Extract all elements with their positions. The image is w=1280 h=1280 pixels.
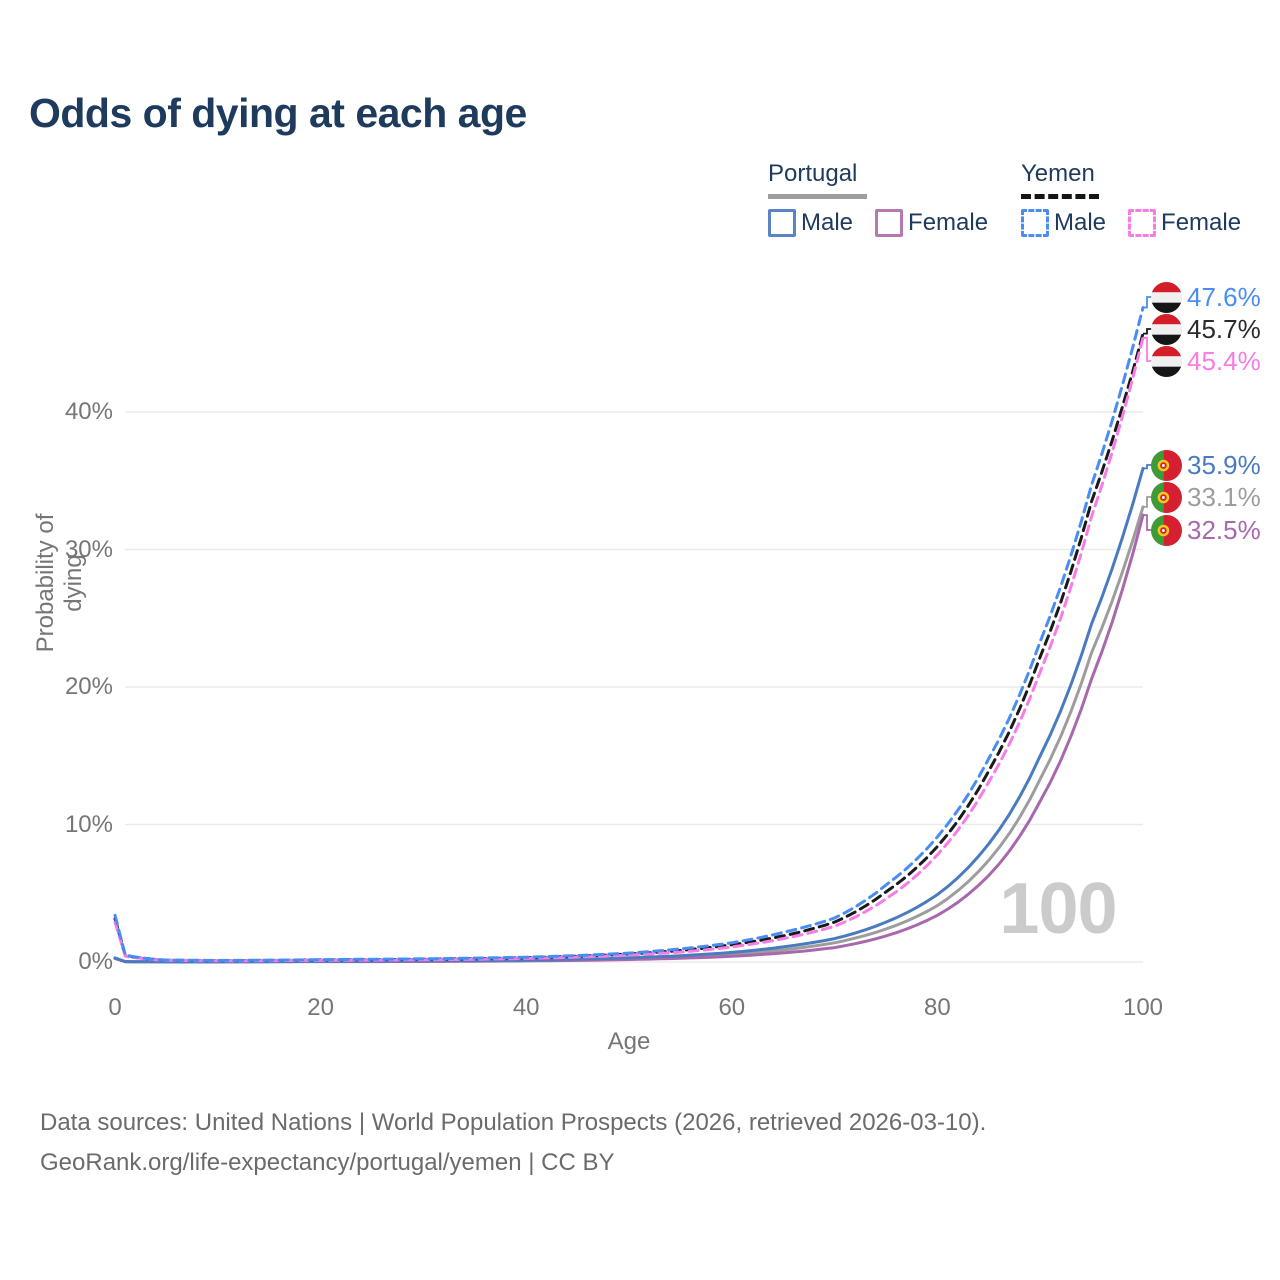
y-tick-0%: 0% — [78, 948, 113, 975]
legend-swatch-portugal-female[interactable] — [875, 209, 904, 237]
legend-label-yemen-male[interactable]: Male — [1054, 209, 1107, 236]
end-value-portugal-male: 35.9% — [1187, 449, 1261, 480]
end-value-yemen-male: 47.6% — [1187, 281, 1261, 312]
curve-yemen-both — [113, 332, 1145, 963]
legend-country-yemen: Yemen — [1021, 160, 1095, 187]
legend-swatch-yemen-female[interactable] — [1128, 209, 1157, 237]
x-tick-0: 0 — [108, 994, 122, 1021]
legend-group-yemen: Yemen Male Female — [1021, 160, 1241, 237]
end-label-portugal-male: 35.9% — [1151, 449, 1261, 481]
legend-label-portugal-female[interactable]: Female — [908, 209, 989, 236]
end-value-portugal-both: 33.1% — [1187, 481, 1261, 512]
end-label-portugal-female: 32.5% — [1151, 514, 1261, 546]
y-tick-20%: 20% — [64, 673, 113, 700]
x-tick-60: 60 — [718, 994, 746, 1021]
end-value-yemen-female: 45.4% — [1187, 345, 1261, 376]
x-tick-20: 20 — [307, 994, 334, 1021]
x-tick-40: 40 — [512, 994, 540, 1021]
curve-yemen-male — [113, 306, 1145, 962]
end-label-yemen-male: 47.6% — [1151, 281, 1261, 313]
x-tick-80: 80 — [924, 994, 951, 1021]
y-tick-10%: 10% — [64, 810, 113, 838]
x-axis-title: Age — [607, 1028, 651, 1055]
portugal-flag-icon — [1151, 481, 1182, 513]
legend-portugal-linestyle — [768, 194, 867, 199]
footer-attribution: GeoRank.org/life-expectancy/portugal/yem… — [40, 1149, 615, 1176]
age-watermark: 100 — [999, 869, 1117, 949]
y-tick-40%: 40% — [64, 398, 113, 425]
page-title: Odds of dying at each age — [29, 90, 527, 136]
end-label-yemen-female: 45.4% — [1151, 345, 1261, 377]
legend-label-yemen-female[interactable]: Female — [1161, 209, 1242, 236]
legend-label-portugal-male[interactable]: Male — [801, 209, 854, 236]
footer-data-sources: Data sources: United Nations | World Pop… — [40, 1109, 987, 1136]
legend-country-portugal: Portugal — [768, 160, 858, 187]
legend-swatch-yemen-male[interactable] — [1021, 209, 1049, 237]
legend-yemen-linestyle — [1021, 194, 1099, 199]
legend-swatch-portugal-male[interactable] — [768, 209, 796, 237]
x-tick-100: 100 — [1122, 994, 1164, 1021]
yemen-flag-icon — [1151, 313, 1182, 345]
end-value-portugal-female: 32.5% — [1187, 514, 1261, 545]
yemen-flag-icon — [1151, 281, 1182, 313]
y-axis-title: Probability of dying — [32, 513, 87, 653]
yemen-flag-icon — [1151, 345, 1182, 377]
end-label-portugal-both: 33.1% — [1151, 481, 1261, 513]
legend-group-portugal: Portugal Male Female — [768, 160, 988, 237]
y-tick-30%: 30% — [64, 535, 113, 563]
end-label-yemen-both: 45.7% — [1151, 313, 1261, 345]
portugal-flag-icon — [1151, 514, 1182, 546]
portugal-flag-icon — [1151, 449, 1182, 481]
end-value-yemen-both: 45.7% — [1187, 313, 1261, 344]
